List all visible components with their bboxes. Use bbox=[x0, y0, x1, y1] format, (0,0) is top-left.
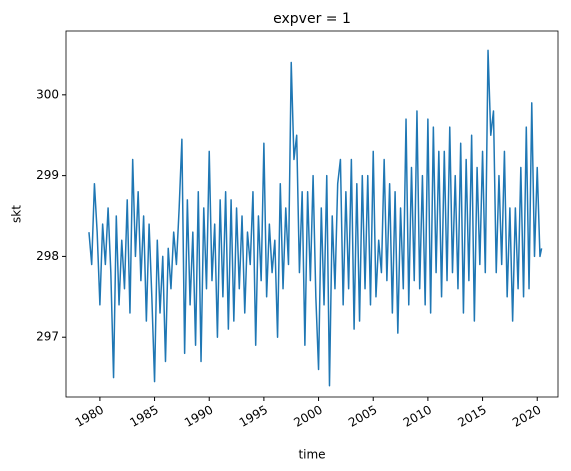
x-tick-label: 2015 bbox=[455, 403, 488, 430]
plot-frame bbox=[65, 30, 559, 398]
x-tick-label: 2000 bbox=[291, 403, 324, 430]
chart-title: expver = 1 bbox=[273, 11, 351, 27]
y-tick-label: 299 bbox=[36, 168, 59, 182]
data-line bbox=[88, 49, 543, 387]
x-tick-label: 1995 bbox=[237, 403, 270, 430]
y-tick-label: 300 bbox=[36, 87, 59, 101]
x-tick-label: 1980 bbox=[73, 403, 106, 430]
x-tick-label: 2020 bbox=[510, 403, 543, 430]
x-tick-label: 2010 bbox=[401, 403, 434, 430]
x-tick-label: 1990 bbox=[182, 403, 215, 430]
x-axis-label: time bbox=[298, 448, 325, 462]
y-tick-label: 297 bbox=[36, 330, 59, 344]
y-tick-label: 298 bbox=[36, 249, 59, 263]
y-axis-label: skt bbox=[10, 205, 24, 223]
x-tick-label: 1985 bbox=[127, 403, 160, 430]
x-tick-label: 2005 bbox=[346, 403, 379, 430]
